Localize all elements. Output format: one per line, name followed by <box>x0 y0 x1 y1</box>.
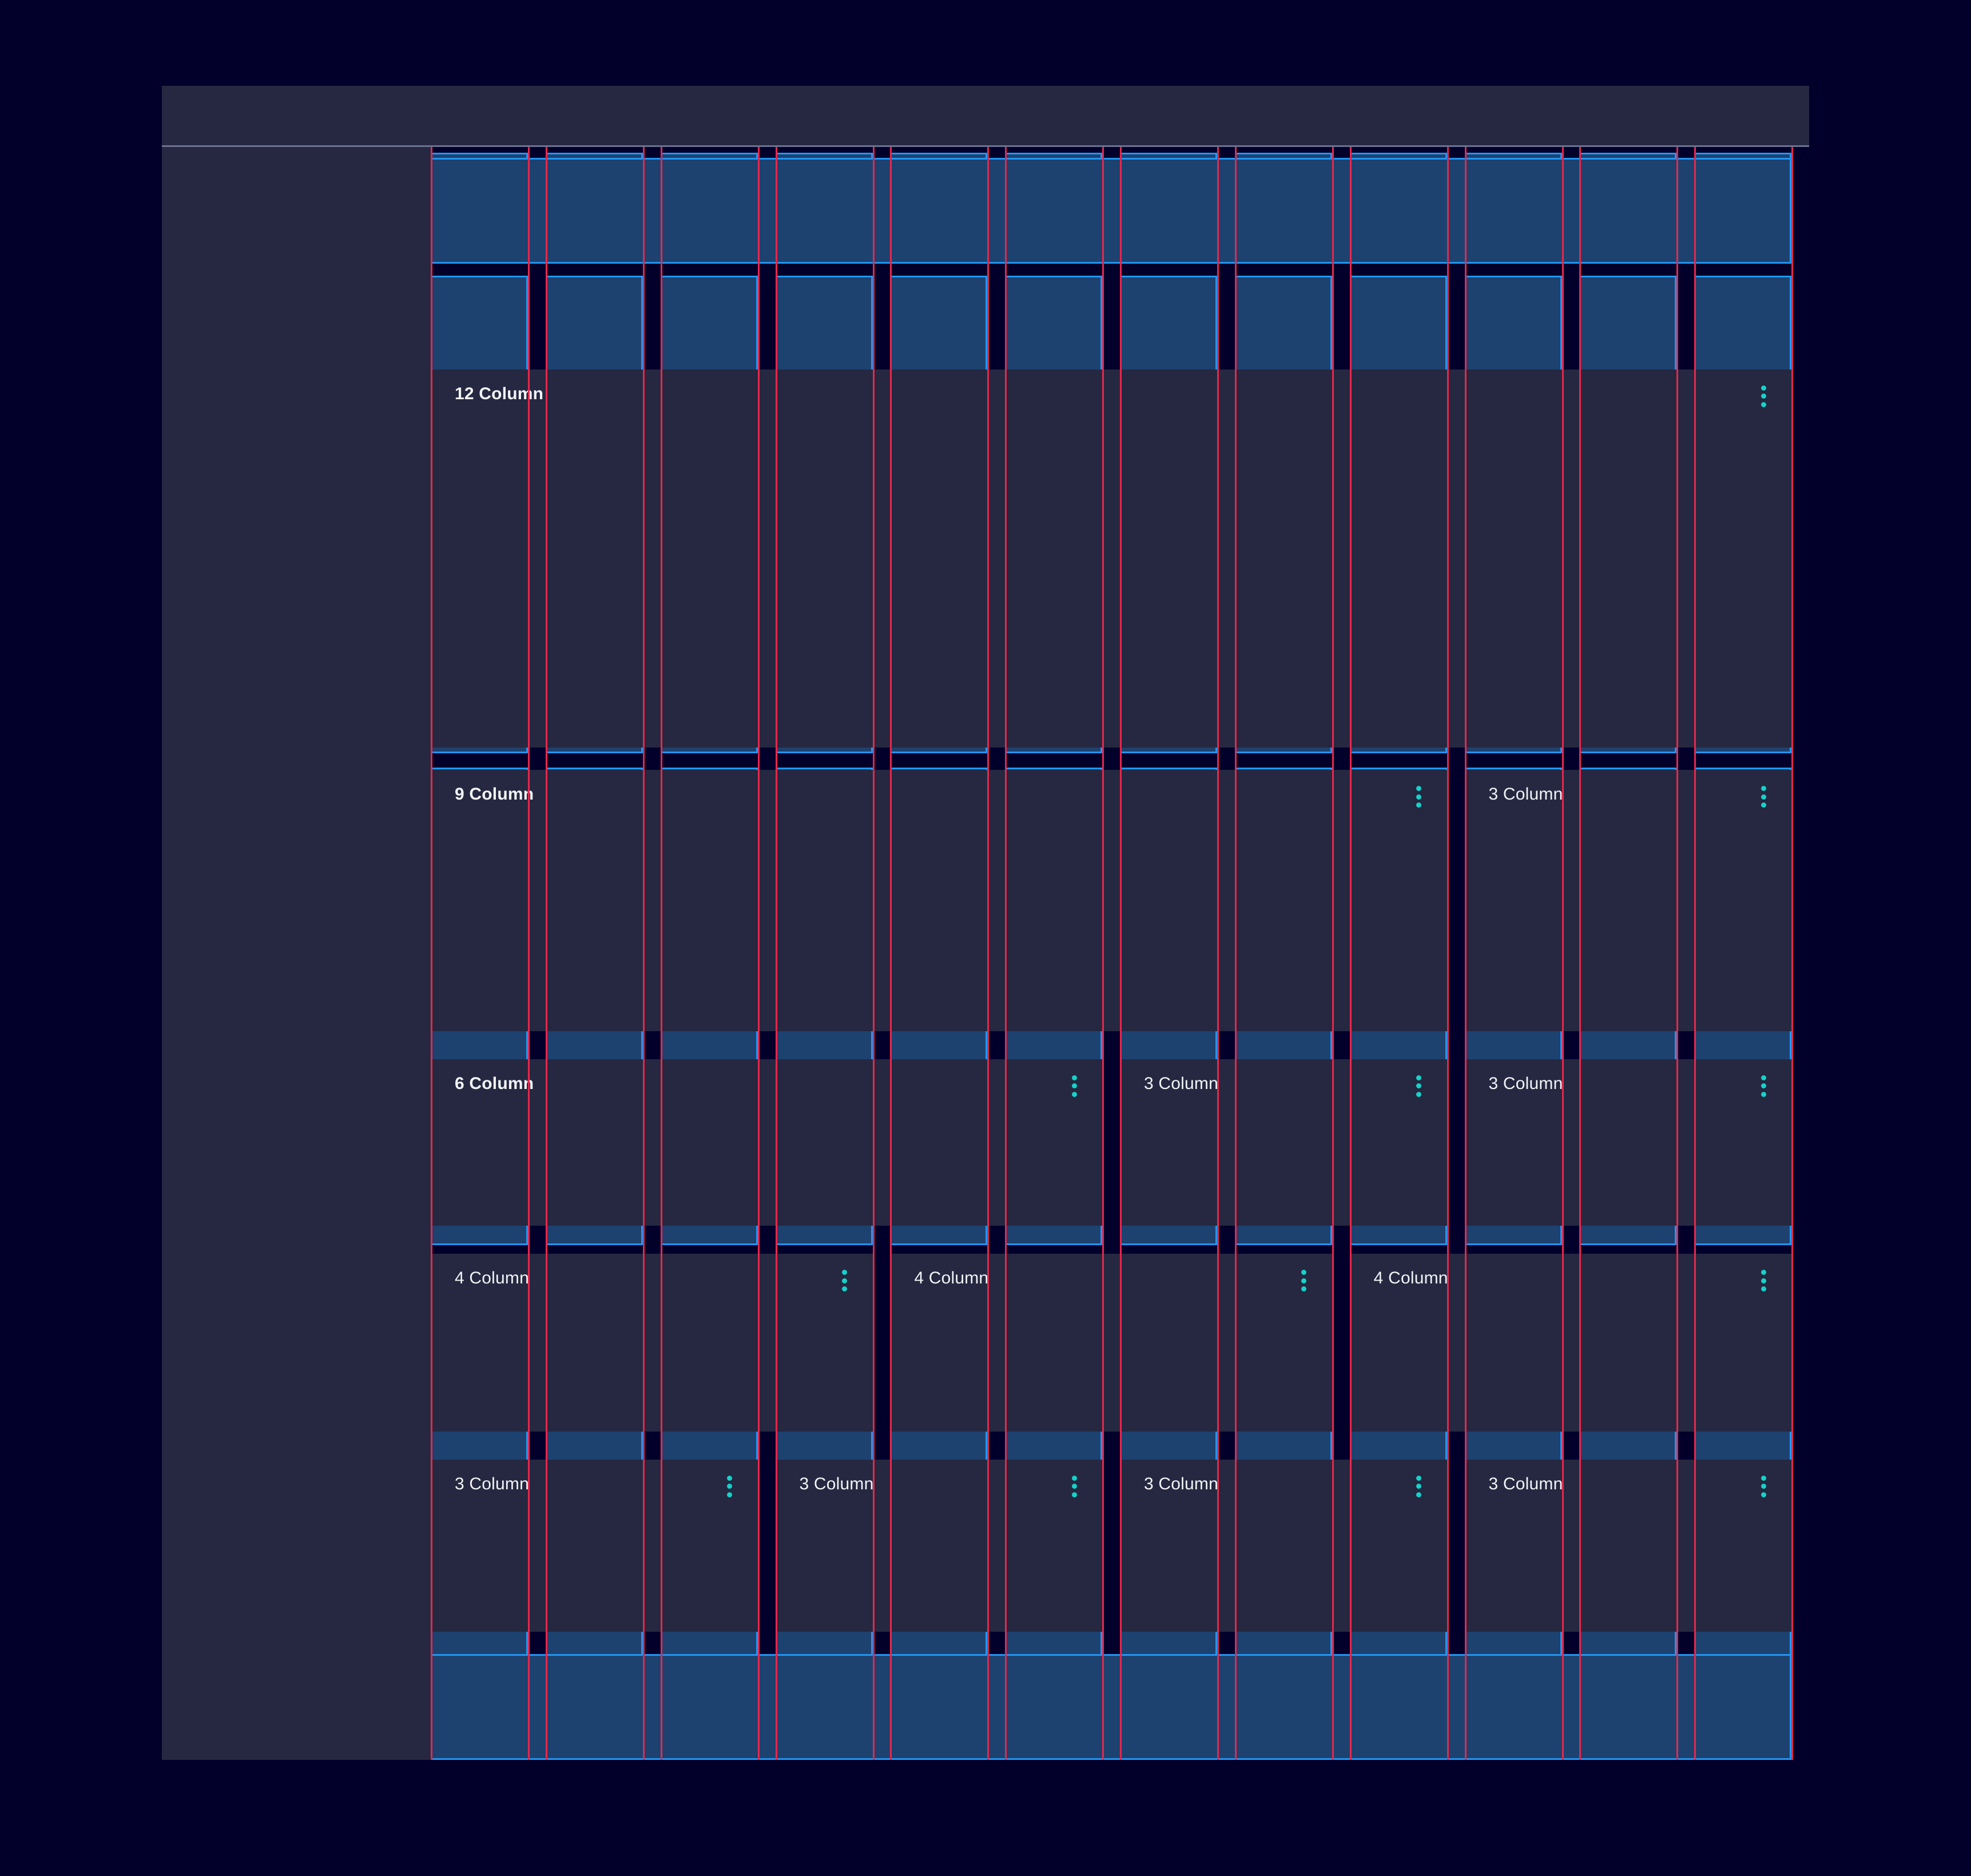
grid-panel-card[interactable]: 6 Column <box>431 1059 1103 1226</box>
kebab-menu-icon[interactable] <box>1071 1475 1077 1497</box>
panel-title: 3 Column <box>1488 785 1563 804</box>
kebab-menu-icon[interactable] <box>1301 1270 1307 1292</box>
panel-title: 3 Column <box>1144 1474 1218 1493</box>
baseline-block <box>890 276 988 384</box>
panel-title: 4 Column <box>914 1269 989 1288</box>
panel-title: 3 Column <box>1488 1074 1563 1093</box>
baseline-block <box>1694 276 1792 384</box>
panel-title: 12 Column <box>455 384 544 403</box>
kebab-menu-icon[interactable] <box>842 1270 848 1292</box>
kebab-menu-icon[interactable] <box>1416 786 1422 808</box>
baseline-block <box>1005 276 1103 384</box>
panel-title: 3 Column <box>799 1474 874 1493</box>
baseline-block <box>775 276 873 384</box>
kebab-menu-icon[interactable] <box>1761 1075 1766 1097</box>
baseline-block <box>1234 276 1332 384</box>
kebab-menu-icon[interactable] <box>1761 385 1766 407</box>
baseline-block <box>545 276 643 384</box>
panel-title: 4 Column <box>455 1269 529 1288</box>
grid-panel-card[interactable]: 12 Column <box>431 369 1792 748</box>
panel-title: 3 Column <box>455 1474 529 1493</box>
column-guide-line <box>1791 147 1794 1760</box>
grid-panel-card[interactable]: 3 Column <box>1464 1059 1792 1226</box>
grid-panel-card[interactable]: 4 Column <box>890 1254 1332 1432</box>
grid-demo-band <box>431 1654 1792 1760</box>
grid-demo-band <box>431 158 1792 264</box>
baseline-block <box>1464 276 1562 384</box>
grid-panel-card[interactable]: 3 Column <box>775 1459 1103 1632</box>
kebab-menu-icon[interactable] <box>1761 1270 1766 1292</box>
baseline-block <box>660 276 758 384</box>
app-window: 12 Column 9 Column 3 Column 6 Column 3 Colum… <box>162 86 1809 1760</box>
sidebar <box>162 147 431 1760</box>
panel-title: 3 Column <box>1488 1474 1563 1493</box>
kebab-menu-icon[interactable] <box>1416 1075 1422 1097</box>
baseline-block <box>1120 276 1217 384</box>
panel-title: 4 Column <box>1373 1269 1448 1288</box>
kebab-menu-icon[interactable] <box>727 1475 733 1497</box>
grid-panel-card[interactable]: 9 Column <box>431 770 1447 1032</box>
kebab-menu-icon[interactable] <box>1071 1075 1077 1097</box>
content-area: 12 Column 9 Column 3 Column 6 Column 3 Colum… <box>431 147 1809 1760</box>
grid-panel-card[interactable]: 3 Column <box>1464 1459 1792 1632</box>
grid-panel-card[interactable]: 4 Column <box>431 1254 873 1432</box>
grid-panel-card[interactable]: 3 Column <box>431 1459 758 1632</box>
app-header-bar <box>162 86 1809 147</box>
baseline-block <box>431 276 528 384</box>
grid-panel-card[interactable]: 3 Column <box>1120 1459 1447 1632</box>
baseline-block <box>1349 276 1447 384</box>
grid-panel-card[interactable]: 4 Column <box>1349 1254 1792 1432</box>
kebab-menu-icon[interactable] <box>1416 1475 1422 1497</box>
baseline-block <box>1579 276 1677 384</box>
panel-title: 3 Column <box>1144 1074 1218 1093</box>
panel-title: 6 Column <box>455 1074 534 1093</box>
kebab-menu-icon[interactable] <box>1761 1475 1766 1497</box>
grid-panel-card[interactable]: 3 Column <box>1464 770 1792 1032</box>
kebab-menu-icon[interactable] <box>1761 786 1766 808</box>
grid-panel-card[interactable]: 3 Column <box>1120 1059 1447 1226</box>
panel-title: 9 Column <box>455 785 534 804</box>
